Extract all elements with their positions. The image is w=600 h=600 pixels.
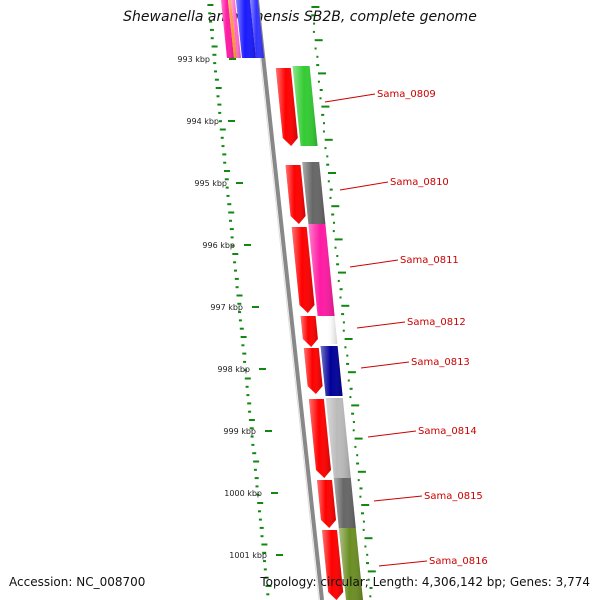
upstream-gene-blocks bbox=[221, 0, 264, 58]
backbone-line bbox=[255, 0, 324, 600]
kbp-tick-3 bbox=[236, 182, 243, 184]
cog-category-track bbox=[292, 66, 363, 600]
gene-strand-track bbox=[275, 68, 344, 600]
genome-backbone bbox=[253, 0, 324, 600]
kbp-label-4: 996 kbp bbox=[202, 241, 235, 250]
kbp-tick-7 bbox=[265, 430, 272, 432]
leader-sama_0813 bbox=[360, 361, 410, 369]
kbp-tick-2 bbox=[228, 120, 235, 122]
gc-content-track bbox=[311, 6, 376, 598]
gene-label-sama_0816: Sama_0816 bbox=[429, 556, 488, 567]
kbp-label-7: 999 kbp bbox=[223, 427, 256, 436]
leader-sama_0809 bbox=[324, 93, 376, 103]
kbp-label-2: 994 kbp bbox=[186, 117, 219, 126]
gene-labels: Sama_0809 Sama_0810 Sama_0811 Sama_0812 Sama… bbox=[377, 89, 488, 567]
leader-sama_0814 bbox=[367, 430, 417, 438]
leader-sama_0810 bbox=[339, 181, 389, 191]
kbp-labels: 993 kbp 994 kbp 995 kbp 996 kbp 997 kbp 998 k… bbox=[177, 55, 283, 560]
gene-label-sama_0815: Sama_0815 bbox=[424, 491, 483, 502]
topology-text: Topology: circular; Length: 4,306,142 bp… bbox=[260, 575, 590, 589]
kbp-tick-1 bbox=[229, 58, 236, 60]
kbp-label-3: 995 kbp bbox=[194, 179, 227, 188]
leader-sama_0812 bbox=[356, 321, 406, 329]
kbp-tick-4 bbox=[244, 244, 251, 246]
kbp-tick-6 bbox=[259, 368, 266, 370]
gene-label-sama_0810: Sama_0810 bbox=[390, 177, 449, 188]
gene-label-sama_0814: Sama_0814 bbox=[418, 426, 477, 437]
kbp-tick-8 bbox=[271, 492, 278, 494]
kbp-tick-5 bbox=[252, 306, 259, 308]
kbp-label-9: 1001 kbp bbox=[229, 551, 267, 560]
gene-label-sama_0809: Sama_0809 bbox=[377, 89, 436, 100]
kbp-label-5: 997 kbp bbox=[210, 303, 243, 312]
label-leaders bbox=[324, 93, 428, 567]
kbp-label-1: 993 kbp bbox=[177, 55, 210, 64]
leader-sama_0811 bbox=[349, 259, 399, 268]
leader-sama_0815 bbox=[373, 495, 423, 502]
kbp-tick-9 bbox=[276, 554, 283, 556]
gene-label-sama_0811: Sama_0811 bbox=[400, 255, 459, 266]
leader-sama_0816 bbox=[378, 560, 428, 567]
kbp-label-8: 1000 kbp bbox=[224, 489, 262, 498]
gc-skew-track bbox=[207, 4, 272, 596]
gene-label-sama_0813: Sama_0813 bbox=[411, 357, 470, 368]
kbp-label-6: 998 kbp bbox=[217, 365, 250, 374]
gene-label-sama_0812: Sama_0812 bbox=[407, 317, 466, 328]
accession-text: Accession: NC_008700 bbox=[9, 575, 146, 589]
